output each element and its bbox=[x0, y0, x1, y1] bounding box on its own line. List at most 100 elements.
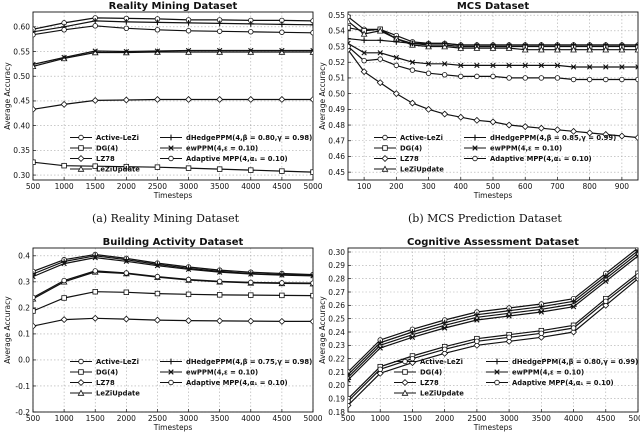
legend-label: dHedgePPM(4,β = 0.75,γ = 0.98) bbox=[186, 358, 312, 366]
x-tick-label: 500 bbox=[341, 414, 356, 423]
series-6-point bbox=[393, 54, 400, 61]
series-4-point bbox=[473, 44, 481, 51]
legend-marker bbox=[78, 358, 84, 365]
series-6-point bbox=[441, 325, 448, 331]
series-3-point bbox=[278, 317, 286, 325]
series-3-point bbox=[247, 317, 255, 325]
legend-label: LZ78 bbox=[420, 379, 439, 387]
series-3-point bbox=[408, 99, 416, 107]
x-tick-label: 5000 bbox=[303, 182, 322, 191]
series-6-point bbox=[635, 253, 638, 259]
series-6-point bbox=[490, 62, 496, 69]
series-2-point bbox=[92, 163, 98, 169]
y-tick-label: 0.20 bbox=[328, 381, 345, 390]
series-6-point bbox=[409, 334, 416, 341]
legend-marker bbox=[78, 134, 84, 141]
x-tick-label: 1500 bbox=[86, 414, 105, 423]
series-3-point bbox=[537, 124, 545, 132]
series-5-point bbox=[538, 42, 545, 48]
series-5-point bbox=[310, 21, 313, 28]
series-3-point bbox=[185, 95, 193, 103]
series-5-point bbox=[441, 40, 448, 47]
series-6-point bbox=[348, 377, 351, 383]
legend-label: Adaptive MPP(4,α₁ = 0.10) bbox=[186, 379, 288, 387]
series-6-point bbox=[474, 62, 480, 69]
series-4-point bbox=[634, 46, 638, 53]
series-6-point bbox=[409, 59, 416, 65]
y-tick-label: 0.26 bbox=[328, 301, 345, 310]
series-2-point bbox=[279, 292, 285, 299]
series-2-point bbox=[248, 167, 254, 173]
series-5-point bbox=[92, 17, 99, 24]
legend-label: LeZiUpdate bbox=[96, 390, 140, 398]
series-2-point bbox=[154, 164, 161, 170]
y-tick-label: 0.28 bbox=[328, 274, 345, 283]
y-axis-label: Average Accuracy bbox=[318, 296, 327, 364]
series-4-point bbox=[425, 43, 432, 50]
series-line-7 bbox=[348, 275, 638, 402]
y-tick-label: 0.60 bbox=[13, 23, 30, 32]
series-7-point bbox=[409, 355, 416, 362]
y-tick-label: 0.4 bbox=[18, 252, 30, 261]
series-3-point bbox=[122, 315, 130, 323]
series-7-point bbox=[603, 298, 609, 305]
series-4-point bbox=[586, 46, 594, 53]
series-7-point bbox=[506, 75, 512, 81]
y-tick-label: 0.45 bbox=[13, 97, 30, 106]
series-3-point bbox=[309, 317, 313, 325]
series-3-point bbox=[602, 131, 610, 138]
x-tick-label: 2000 bbox=[117, 182, 136, 191]
legend-label: dHedgePPM(4,β = 0.85,γ = 0.99) bbox=[490, 134, 616, 142]
series-5-point bbox=[185, 19, 192, 26]
series-3-point bbox=[441, 349, 449, 357]
series-4-point bbox=[634, 249, 638, 257]
series-3-point bbox=[153, 95, 161, 103]
y-tick-label: 0.47 bbox=[328, 137, 345, 146]
y-tick-label: 0.21 bbox=[328, 368, 345, 377]
series-2-point bbox=[310, 292, 313, 299]
series-7-point bbox=[123, 270, 130, 276]
series-7-point bbox=[377, 366, 383, 373]
series-5-point bbox=[425, 40, 432, 47]
x-tick-label: 500 bbox=[26, 182, 41, 191]
series-5-point bbox=[361, 37, 368, 44]
y-tick-label: 0.53 bbox=[328, 42, 345, 51]
series-6-point bbox=[603, 64, 609, 70]
series-2-point bbox=[61, 162, 67, 169]
series-4-point bbox=[505, 44, 513, 51]
x-axis-label: Timesteps bbox=[153, 423, 193, 432]
series-6-point bbox=[33, 273, 36, 280]
x-tick-label: 4500 bbox=[596, 414, 615, 423]
series-2-point bbox=[279, 168, 285, 174]
series-7-point bbox=[603, 76, 609, 83]
series-7-point bbox=[538, 75, 545, 81]
chart-4: 0.18 0.19 0.20 0.21 0.22 0.23 0.24 0.25 0.26 0.27… bbox=[318, 237, 640, 432]
series-line-5 bbox=[33, 20, 313, 33]
x-tick-label: 2500 bbox=[148, 414, 167, 423]
series-5-point bbox=[348, 371, 351, 378]
series-6-point bbox=[310, 273, 313, 279]
x-tick-label: 5000 bbox=[303, 414, 322, 423]
series-6-point bbox=[603, 278, 609, 285]
series-3-point bbox=[473, 116, 481, 124]
series-3-point bbox=[586, 129, 594, 137]
series-3-point bbox=[457, 113, 465, 121]
series-7-point bbox=[377, 56, 383, 62]
series-line-7 bbox=[33, 25, 313, 36]
series-3-point bbox=[376, 369, 384, 377]
series-7-point bbox=[490, 73, 496, 80]
series-5-point bbox=[377, 37, 384, 44]
series-3-point bbox=[185, 317, 193, 325]
series-2-point bbox=[123, 289, 130, 295]
plot-area bbox=[33, 12, 313, 180]
y-tick-label: 0.35 bbox=[13, 146, 30, 155]
series-2-point bbox=[310, 169, 313, 175]
series-line-1 bbox=[348, 248, 638, 373]
series-line-3 bbox=[33, 317, 313, 327]
series-7-point bbox=[33, 294, 36, 301]
y-axis-label: Average Accuracy bbox=[3, 62, 12, 130]
legend-label: Adaptive MPP(4,α₁ = 0.10) bbox=[490, 155, 592, 163]
x-tick-label: 3500 bbox=[210, 182, 229, 191]
series-7-point bbox=[570, 325, 577, 331]
